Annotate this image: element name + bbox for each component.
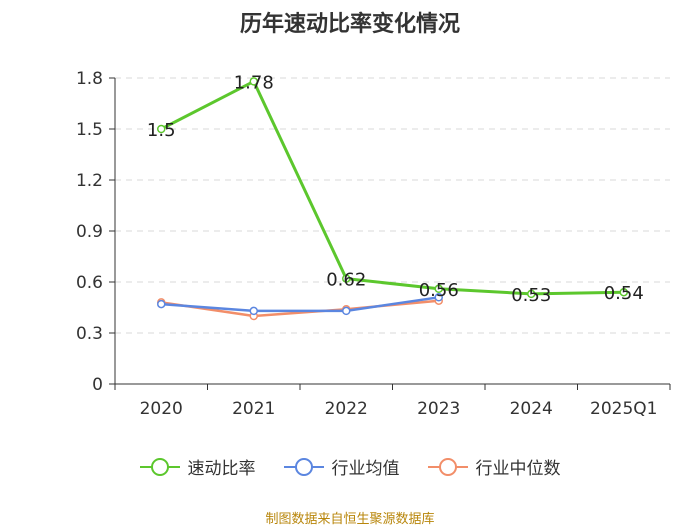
data-label: 1.78: [234, 72, 274, 93]
data-label: 0.53: [511, 285, 551, 306]
legend-marker: [150, 457, 169, 476]
y-tick-label: 0.6: [76, 273, 103, 293]
legend-item[interactable]: 速动比率: [139, 454, 256, 479]
legend: 速动比率 行业均值 行业中位数: [0, 454, 700, 479]
legend-marker: [294, 457, 313, 476]
y-tick-label: 0.3: [76, 324, 103, 344]
data-point: [157, 299, 166, 309]
legend-swatch: [139, 457, 180, 476]
data-label: 1.5: [147, 120, 176, 141]
data-point: [434, 293, 443, 302]
legend-label: 速动比率: [187, 459, 256, 479]
legend-label: 行业中位数: [475, 459, 561, 479]
data-labels: 1.5 1.78 0.62 0.56 0.53 0.54: [147, 72, 644, 306]
series-line: [161, 296, 439, 313]
x-tick-label: 2024: [510, 399, 553, 419]
data-label: 0.54: [604, 283, 644, 304]
chart-title: 历年速动比率变化情况: [239, 12, 460, 37]
x-tick-label: 2022: [325, 399, 368, 419]
legend-swatch: [427, 457, 468, 476]
y-tick-label: 1.8: [76, 69, 103, 89]
data-point: [342, 274, 351, 283]
x-tick-label: 2020: [140, 399, 183, 419]
y-tick-label: 0: [92, 375, 103, 395]
y-tick-label: 0.9: [76, 222, 103, 242]
legend-swatch: [283, 457, 324, 476]
axes: 0 0.3 0.6 0.9 1.2 1.5 1.8 2020 2021 2022 2023 2024 2…: [76, 69, 671, 419]
series-lines: [157, 77, 628, 321]
legend-label: 行业均值: [331, 459, 400, 479]
legend-marker: [438, 457, 457, 476]
x-tick-label: 2023: [417, 399, 460, 419]
grid-lines: [115, 77, 670, 334]
data-point: [249, 77, 258, 86]
y-tick-label: 1.2: [76, 171, 103, 191]
x-tick-label: 2025Q1: [590, 399, 657, 419]
data-point: [619, 287, 628, 297]
data-label: 0.62: [326, 270, 366, 291]
legend-item[interactable]: 行业均值: [283, 454, 400, 479]
data-point: [527, 289, 536, 299]
data-point: [342, 306, 351, 316]
data-label: 0.56: [419, 280, 459, 301]
legend-item[interactable]: 行业中位数: [427, 454, 561, 479]
y-tick-label: 1.5: [76, 120, 103, 140]
x-tick-label: 2021: [232, 399, 275, 419]
data-point: [157, 124, 166, 134]
series-line: [160, 79, 624, 296]
data-point: [249, 306, 258, 316]
source-note: 制图数据来自恒生聚源数据库: [265, 512, 435, 527]
data-point: [434, 284, 443, 294]
